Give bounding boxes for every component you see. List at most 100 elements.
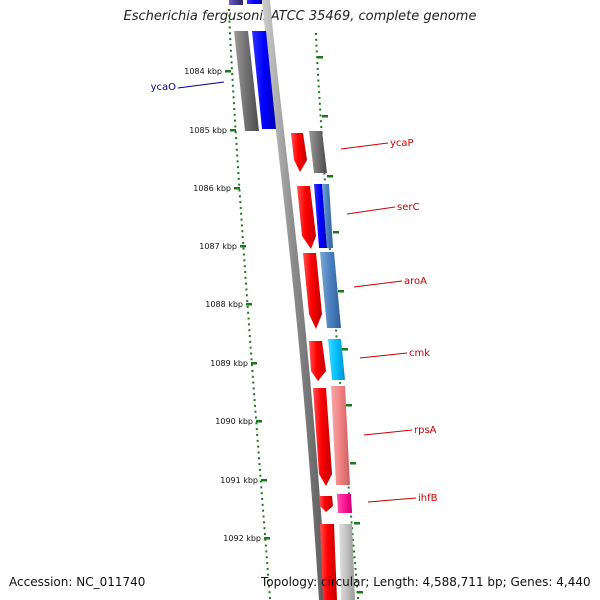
- inner-ring-dot: [354, 567, 357, 570]
- minor-tick-mark: [317, 56, 323, 59]
- minor-tick-mark: [357, 591, 363, 594]
- outer-ring-dot: [245, 294, 248, 297]
- outer-ring-dot: [251, 375, 254, 378]
- inner-ring-dot: [347, 486, 350, 489]
- inner-ring-dot: [319, 114, 322, 117]
- gene-feature-aroA-partner: [320, 252, 341, 328]
- gene-label-serC[interactable]: serC: [397, 202, 419, 213]
- kbp-tick-label: 1085 kbp: [189, 126, 227, 135]
- kbp-tick-mark: [230, 129, 236, 132]
- outer-ring-dot: [231, 84, 234, 87]
- outer-ring-dot: [228, 9, 230, 11]
- gene-label-leader-rpsA: [363, 429, 413, 436]
- outer-ring-dot: [262, 509, 265, 512]
- accession-text: Accession: NC_011740: [9, 575, 146, 589]
- outer-ring-dot: [229, 49, 232, 52]
- gene-labels: ycaO ycaP serC aroA cmk rpsA ihfB: [151, 81, 438, 504]
- inner-ring-dot: [315, 38, 318, 41]
- outer-ring-dot: [266, 567, 269, 570]
- outer-ring-dot: [244, 270, 247, 273]
- kbp-tick-mark: [264, 537, 270, 540]
- inner-ring-dot: [348, 492, 351, 495]
- gene-label-leader-ycaO: [177, 81, 225, 89]
- inner-ring-dot: [328, 248, 331, 251]
- gene-label-ycaP[interactable]: ycaP: [390, 138, 414, 149]
- kbp-tick-mark: [240, 245, 246, 248]
- gene-feature-ycaO: [252, 31, 276, 129]
- gene-feature-rpsA: [313, 388, 332, 486]
- outer-ring-dot: [234, 131, 237, 134]
- outer-ring-dot: [256, 439, 259, 442]
- outer-ring-dot: [247, 317, 250, 320]
- outer-ring-dot: [255, 422, 258, 425]
- outer-ring-dot: [256, 433, 259, 436]
- reverse-strand-features: [291, 131, 355, 600]
- gene-label-leader-aroA: [353, 280, 403, 288]
- outer-ring-dot: [246, 305, 249, 308]
- backbone-track: [262, 0, 327, 600]
- outer-ring-dot: [233, 107, 236, 110]
- inner-ring-dot: [323, 178, 326, 181]
- outer-ring-dot: [242, 241, 245, 244]
- inner-ring-dot: [316, 62, 319, 65]
- gene-label-leader-ihfB: [367, 497, 417, 503]
- gene-feature-serC: [297, 186, 316, 249]
- gene-feature-aroA: [303, 253, 322, 329]
- kbp-tick-mark: [246, 303, 252, 306]
- kbp-tick-label: 1087 kbp: [199, 242, 237, 251]
- inner-ring-dot: [350, 515, 353, 518]
- inner-ring-dot: [317, 79, 320, 82]
- inner-ring-dot: [339, 381, 342, 384]
- kbp-tick-label: 1089 kbp: [210, 359, 248, 368]
- outer-ring-dot: [229, 32, 232, 35]
- kbp-tick-mark: [256, 420, 262, 423]
- outer-ring-dot: [249, 346, 252, 349]
- inner-ring-dot: [315, 44, 318, 47]
- outer-ring-dot: [232, 102, 235, 105]
- gene-feature-rpsA-partner: [331, 386, 350, 485]
- outer-ring-dot: [237, 177, 240, 180]
- gene-label-leader-cmk: [359, 352, 408, 359]
- inner-ring-dot: [318, 91, 321, 94]
- gene-label-aroA[interactable]: aroA: [404, 276, 427, 287]
- outer-ring-dot: [229, 43, 232, 46]
- inner-ring-dot: [353, 550, 356, 553]
- outer-ring-dot: [264, 538, 267, 541]
- outer-ring-dot: [248, 329, 251, 332]
- outer-ring-dot: [230, 55, 233, 58]
- gene-label-ihfB[interactable]: ihfB: [418, 493, 438, 504]
- gene-label-ycaO[interactable]: ycaO: [151, 82, 177, 93]
- gene-feature-bottom-light: [339, 524, 355, 600]
- outer-ring-dot: [229, 38, 232, 41]
- inner-ring-dot: [318, 102, 321, 105]
- inner-ring-dot: [318, 96, 321, 99]
- map-title: Escherichia fergusonii ATCC 35469, compl…: [123, 9, 477, 24]
- outer-ring-dot: [243, 265, 246, 268]
- outer-ring-dot: [253, 393, 256, 396]
- outer-ring-dot: [254, 416, 257, 419]
- gene-label-leader-ycaP: [340, 142, 389, 150]
- outer-ring-dot: [247, 323, 250, 326]
- inner-ring-dot: [323, 172, 326, 175]
- outer-ring-dot: [244, 276, 247, 279]
- outer-ring-dot: [245, 282, 248, 285]
- outer-ring-dot: [230, 67, 233, 70]
- gene-label-rpsA[interactable]: rpsA: [414, 425, 437, 436]
- inner-ring-dot: [351, 533, 354, 536]
- outer-ring-dot: [257, 451, 260, 454]
- outer-ring-dot: [262, 521, 265, 524]
- outer-ring-dot: [268, 585, 271, 588]
- outer-ring-dot: [228, 26, 231, 29]
- outer-ring-dot: [236, 154, 239, 157]
- minor-tick-mark: [354, 522, 360, 525]
- outer-ring-dot: [252, 387, 255, 390]
- inner-ring-dot: [317, 85, 320, 88]
- inner-ring-dot: [354, 562, 357, 565]
- outer-ring-dot: [255, 428, 258, 431]
- inner-ring-dot: [352, 544, 355, 547]
- gene-label-cmk[interactable]: cmk: [409, 348, 430, 359]
- inner-ring-dot: [320, 126, 323, 129]
- outer-ring-dot: [239, 206, 242, 209]
- outer-ring-dot: [231, 73, 234, 76]
- outer-ring-dot: [260, 492, 263, 495]
